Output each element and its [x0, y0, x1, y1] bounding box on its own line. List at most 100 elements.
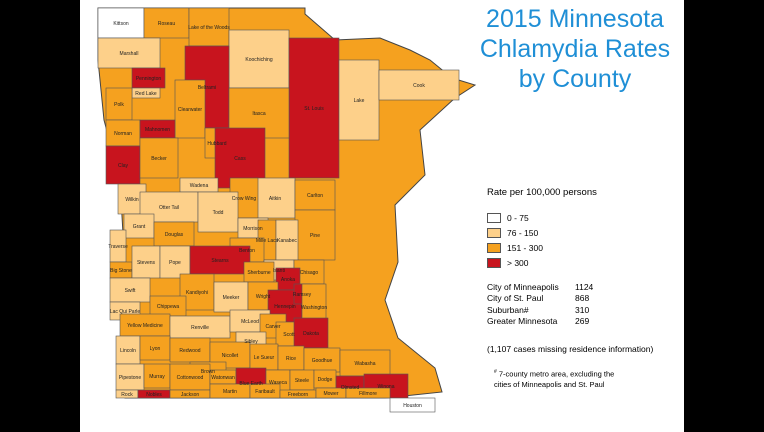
footnote-line-2: cities of Minneapolis and St. Paul	[494, 379, 605, 389]
county-label: Grant	[133, 224, 146, 230]
county-label: Cook	[413, 83, 425, 89]
county-todd	[197, 191, 239, 233]
county-label: Houston	[403, 403, 422, 409]
county-label: Traverse	[108, 244, 128, 250]
county-label: Polk	[114, 102, 124, 108]
county-label: Isanti	[273, 268, 285, 274]
legend-swatch	[487, 243, 501, 253]
footnote-line-1: 7-county metro area, excluding the	[498, 369, 615, 379]
county-label: Stevens	[137, 260, 156, 266]
title-line-1: 2015 Minnesota	[486, 5, 664, 33]
county-label: Cottonwood	[177, 375, 204, 381]
county-label: Pennington	[136, 76, 162, 82]
county-label: Renville	[191, 325, 209, 331]
county-label: Norman	[114, 131, 132, 137]
county-label: Benton	[239, 248, 255, 254]
county-label: Fillmore	[359, 391, 377, 397]
county-label: Pine	[310, 233, 320, 239]
footnote: # 7-county metro area, excluding the cit…	[494, 367, 614, 390]
county-polk	[105, 87, 133, 121]
county-label: Lincoln	[120, 348, 136, 354]
county-label: Rock	[121, 392, 133, 398]
county-cook	[378, 69, 460, 101]
legend-title: Rate per 100,000 persons	[487, 187, 597, 198]
map-title: 2015 Minnesota Chlamydia Rates by County	[475, 4, 675, 94]
county-label: Chisago	[300, 270, 319, 276]
stat-value: 269	[575, 316, 590, 327]
county-meeker	[213, 281, 249, 313]
county-label: Sibley	[244, 339, 258, 345]
county-label: Cass	[234, 156, 246, 162]
county-label: Morrison	[243, 226, 263, 232]
county-label: Clearwater	[178, 107, 203, 113]
county-label: Otter Tail	[159, 205, 179, 211]
legend-swatch	[487, 228, 501, 238]
county-label: Carver	[265, 324, 280, 330]
county-label: Becker	[151, 156, 167, 162]
legend-label: 76 - 150	[507, 228, 539, 238]
county-label: Mower	[323, 391, 338, 397]
county-label: Swift	[125, 288, 136, 294]
county-norman	[105, 119, 141, 147]
footnote-mark: #	[494, 369, 497, 375]
county-label: Wilkin	[125, 197, 139, 203]
rate-stats: City of Minneapolis 1124 City of St. Pau…	[487, 281, 605, 327]
county-label: Lake of the Woods	[188, 25, 230, 31]
stat-label: Suburban#	[487, 304, 529, 315]
county-label: Freeborn	[288, 392, 309, 398]
county-swift	[109, 277, 151, 303]
county-label: Aitkin	[269, 196, 281, 202]
legend-item-76-150: 76 - 150	[487, 227, 538, 239]
county-stevens	[131, 245, 161, 279]
county-label: Dakota	[303, 331, 319, 337]
legend-item-0-75: 0 - 75	[487, 212, 529, 224]
county-label: Dodge	[318, 377, 333, 383]
county-label: Blue Earth	[239, 381, 263, 387]
county-label: Chippewa	[157, 304, 179, 310]
county-label: Nobles	[146, 392, 162, 398]
stat-row: Greater Minnesota 269	[487, 316, 605, 328]
county-grid	[97, 7, 460, 413]
county-label: Wright	[256, 294, 271, 300]
legend-swatch	[487, 258, 501, 268]
county-label: Pope	[169, 260, 181, 266]
stat-label: Greater Minnesota	[487, 316, 558, 327]
slide: Kittson Roseau Lake of the Woods Marshall Ko…	[80, 0, 684, 432]
county-label: Watonwan	[211, 375, 235, 381]
county-label: Beltrami	[198, 85, 216, 91]
legend-swatch	[487, 213, 501, 223]
stat-label: City of St. Paul	[487, 293, 544, 304]
county-rice	[277, 345, 305, 371]
legend-label: 151 - 300	[507, 243, 543, 253]
county-roseau	[143, 7, 190, 39]
county-label: Olmsted	[341, 385, 360, 391]
stat-row: City of Minneapolis 1124	[487, 281, 605, 293]
county-murray	[143, 363, 171, 389]
county-label: Hubbard	[207, 141, 226, 147]
county-label: Clay	[118, 163, 129, 169]
county-label: Waseca	[269, 380, 287, 386]
county-label: Jackson	[181, 392, 200, 398]
county-label: Martin	[223, 389, 237, 395]
county-label: Red Lake	[135, 91, 157, 97]
county-label: Mahnomen	[145, 127, 170, 133]
county-goodhue	[303, 347, 341, 373]
county-label: Kittson	[113, 21, 129, 27]
county-label: Nicollet	[222, 353, 239, 359]
county-becker	[139, 137, 179, 179]
stat-value: 1124	[575, 281, 594, 292]
county-label: McLeod	[241, 319, 259, 325]
missing-note: (1,107 cases missing residence informati…	[487, 344, 654, 354]
county-label: Big Stone	[110, 268, 132, 274]
county-marshall	[97, 37, 161, 69]
county-carlton	[294, 179, 336, 211]
county-label: Stearns	[211, 258, 229, 264]
county-label: Wabasha	[355, 361, 376, 367]
county-label: Winona	[378, 384, 395, 390]
county-houston	[389, 397, 436, 413]
stat-row: City of St. Paul 868	[487, 293, 605, 305]
county-lyon	[139, 335, 171, 361]
county-label: Crow Wing	[232, 196, 257, 202]
county-label: Redwood	[179, 348, 200, 354]
title-line-3: by County	[518, 65, 632, 93]
